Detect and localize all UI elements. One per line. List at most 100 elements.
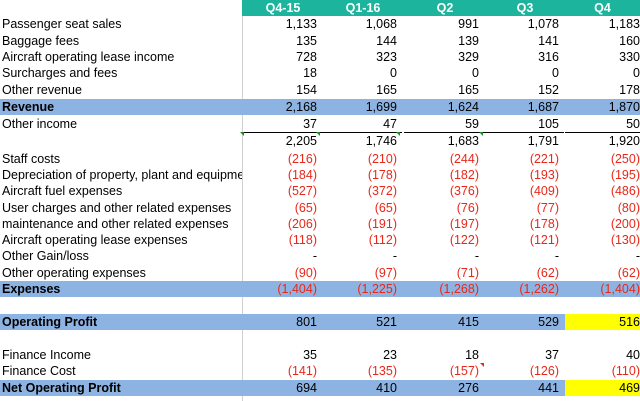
table-cell[interactable]: 529 bbox=[538, 314, 559, 329]
table-cell[interactable]: (244) bbox=[449, 151, 479, 166]
table-cell[interactable]: 469 bbox=[565, 379, 640, 396]
table-cell[interactable]: - bbox=[392, 249, 397, 264]
table-cell[interactable]: (62) bbox=[536, 265, 559, 280]
cell-comment-indicator[interactable] bbox=[480, 363, 484, 367]
table-cell[interactable]: (135) bbox=[367, 364, 397, 379]
table-cell[interactable]: (112) bbox=[368, 233, 397, 248]
table-cell[interactable]: (216) bbox=[287, 151, 317, 166]
table-cell[interactable]: 141 bbox=[538, 33, 559, 48]
table-cell[interactable]: 50 bbox=[626, 117, 640, 132]
table-cell[interactable]: (250) bbox=[610, 151, 640, 166]
table-cell[interactable]: (1,268) bbox=[439, 282, 479, 297]
table-cell[interactable]: 37 bbox=[545, 347, 559, 362]
table-cell[interactable]: 1,791 bbox=[484, 131, 564, 149]
table-cell[interactable]: (206) bbox=[287, 216, 317, 231]
row-label[interactable]: Finance Income bbox=[2, 347, 91, 362]
table-cell[interactable]: 165 bbox=[376, 82, 397, 97]
table-cell[interactable]: (178) bbox=[529, 216, 559, 231]
table-cell[interactable]: 516 bbox=[565, 313, 640, 330]
table-cell[interactable]: (90) bbox=[294, 265, 317, 280]
table-cell[interactable]: (157) bbox=[449, 364, 479, 379]
table-cell[interactable]: 144 bbox=[376, 33, 397, 48]
row-label[interactable]: Finance Cost bbox=[2, 364, 76, 379]
table-cell[interactable]: (195) bbox=[610, 167, 640, 182]
table-cell[interactable]: (126) bbox=[529, 364, 559, 379]
table-cell[interactable]: 1,133 bbox=[285, 17, 317, 32]
row-label[interactable]: Revenue bbox=[2, 100, 55, 115]
cell-comment-indicator[interactable] bbox=[316, 132, 320, 136]
row-label[interactable]: Net Operating Profit bbox=[2, 380, 121, 395]
table-cell[interactable]: (486) bbox=[610, 184, 640, 199]
table-cell[interactable]: (1,225) bbox=[357, 282, 397, 297]
table-cell[interactable]: 330 bbox=[619, 50, 640, 65]
table-cell[interactable]: 276 bbox=[458, 380, 479, 395]
table-cell[interactable]: 1,920 bbox=[565, 131, 640, 149]
table-cell[interactable]: 0 bbox=[633, 66, 640, 81]
table-cell[interactable]: 47 bbox=[383, 117, 397, 132]
table-cell[interactable]: 135 bbox=[296, 33, 317, 48]
table-cell[interactable]: (1,404) bbox=[277, 282, 317, 297]
table-cell[interactable]: 329 bbox=[458, 50, 479, 65]
table-cell[interactable]: - bbox=[312, 249, 317, 264]
table-cell[interactable]: (1,262) bbox=[519, 282, 559, 297]
table-cell[interactable]: 410 bbox=[376, 380, 397, 395]
table-cell[interactable]: (76) bbox=[456, 200, 479, 215]
table-cell[interactable]: (141) bbox=[287, 364, 317, 379]
table-cell[interactable]: - bbox=[554, 249, 559, 264]
table-cell[interactable]: (191) bbox=[367, 216, 397, 231]
table-cell[interactable]: - bbox=[474, 249, 479, 264]
header-cell[interactable]: Q2 bbox=[404, 0, 486, 17]
table-cell[interactable]: (1,404) bbox=[600, 282, 640, 297]
table-cell[interactable]: (197) bbox=[449, 216, 479, 231]
table-cell[interactable]: 694 bbox=[296, 380, 317, 395]
row-label[interactable]: Baggage fees bbox=[2, 33, 80, 48]
table-cell[interactable]: (121) bbox=[529, 233, 559, 248]
row-label[interactable]: Operating Profit bbox=[2, 314, 98, 329]
row-label[interactable]: Other Gain/loss bbox=[2, 249, 89, 264]
cell-comment-indicator[interactable] bbox=[240, 132, 244, 136]
table-cell[interactable]: 2,168 bbox=[285, 100, 317, 115]
table-cell[interactable]: (221) bbox=[529, 151, 559, 166]
table-cell[interactable]: 415 bbox=[458, 314, 479, 329]
row-label[interactable]: Other revenue bbox=[2, 82, 82, 97]
row-label[interactable]: Passenger seat sales bbox=[2, 17, 122, 32]
row-label[interactable]: maintenance and other related expenses bbox=[2, 216, 229, 231]
table-cell[interactable]: 18 bbox=[465, 347, 479, 362]
row-label[interactable]: Depreciation of property, plant and equi… bbox=[2, 167, 242, 182]
table-cell[interactable]: 1,078 bbox=[527, 17, 559, 32]
table-cell[interactable]: 1,699 bbox=[365, 100, 397, 115]
header-cell[interactable]: Q3 bbox=[484, 0, 566, 17]
table-cell[interactable]: (182) bbox=[449, 167, 479, 182]
table-cell[interactable]: 441 bbox=[538, 380, 559, 395]
row-label[interactable]: User charges and other related expenses bbox=[2, 200, 232, 215]
row-label[interactable]: Expenses bbox=[2, 282, 61, 297]
table-cell[interactable]: (80) bbox=[617, 200, 640, 215]
table-cell[interactable]: 139 bbox=[458, 33, 479, 48]
table-cell[interactable]: - bbox=[635, 249, 640, 264]
table-cell[interactable]: (184) bbox=[287, 167, 317, 182]
table-cell[interactable]: 152 bbox=[538, 82, 559, 97]
table-cell[interactable]: (65) bbox=[294, 200, 317, 215]
table-cell[interactable]: 316 bbox=[538, 50, 559, 65]
table-cell[interactable]: (372) bbox=[367, 184, 397, 199]
table-cell[interactable]: 18 bbox=[303, 66, 317, 81]
row-label[interactable]: Staff costs bbox=[2, 151, 61, 166]
table-cell[interactable]: (409) bbox=[529, 184, 559, 199]
table-cell[interactable]: (200) bbox=[610, 216, 640, 231]
table-cell[interactable]: 1,683 bbox=[404, 131, 484, 149]
table-cell[interactable]: 59 bbox=[465, 117, 479, 132]
table-cell[interactable]: (97) bbox=[374, 265, 397, 280]
table-cell[interactable]: (110) bbox=[611, 364, 640, 379]
table-cell[interactable]: 105 bbox=[538, 117, 559, 132]
table-cell[interactable]: (65) bbox=[374, 200, 397, 215]
table-cell[interactable]: 0 bbox=[552, 66, 559, 81]
table-cell[interactable]: 0 bbox=[472, 66, 479, 81]
table-cell[interactable]: (130) bbox=[610, 233, 640, 248]
table-cell[interactable]: 1,183 bbox=[608, 17, 640, 32]
header-cell[interactable]: Q4 bbox=[565, 0, 640, 17]
table-cell[interactable]: 2,205 bbox=[242, 131, 322, 149]
row-label[interactable]: Aircraft operating lease income bbox=[2, 50, 175, 65]
table-cell[interactable]: (71) bbox=[456, 265, 479, 280]
table-cell[interactable]: 1,068 bbox=[365, 17, 397, 32]
header-cell[interactable]: Q1-16 bbox=[322, 0, 404, 17]
